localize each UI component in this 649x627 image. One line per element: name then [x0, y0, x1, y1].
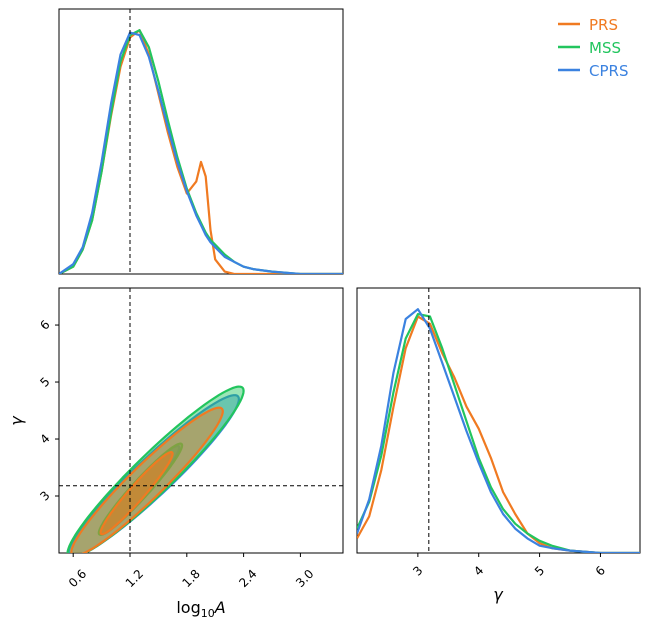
tick-label-logA-1: 1.2: [123, 567, 146, 590]
legend-label-mss: MSS: [589, 39, 621, 57]
tick-label-gamma-y-0: 3: [37, 488, 52, 503]
marginal-gamma-curves: [357, 308, 640, 553]
joint-contours: [66, 385, 245, 553]
contour-prs-outer: [70, 406, 224, 553]
marginal-gamma-curve-mss: [357, 313, 640, 553]
tick-label-gamma-x-2: 5: [532, 563, 547, 578]
ticks: 0.6 1.2 1.8 2.4 3.0 3 4 5 6 3 4 5 6: [37, 317, 608, 590]
marginal-logA-curve-prs: [59, 29, 343, 274]
tick-label-gamma-x-3: 6: [593, 563, 608, 578]
panel-marginal-logA: [58, 8, 344, 275]
tick-label-logA-4: 3.0: [293, 567, 316, 590]
marginal-gamma-curve-cprs: [357, 308, 640, 553]
tick-label-logA-2: 1.8: [180, 567, 203, 590]
panel-joint: [58, 287, 344, 554]
marginal-logA-curves: [59, 29, 343, 274]
x-axis-label-gamma: γ: [493, 585, 504, 604]
marginal-gamma-curve-prs: [357, 315, 640, 553]
legend: PRS MSS CPRS: [558, 16, 628, 80]
tick-label-gamma-y-3: 6: [37, 317, 52, 332]
contour-prs-inner: [99, 451, 174, 536]
panel-marginal-gamma: [356, 287, 641, 554]
tick-label-gamma-y-1: 4: [37, 431, 52, 446]
y-axis-label-gamma: γ: [7, 415, 26, 426]
truth-lines: [59, 9, 430, 553]
legend-label-prs: PRS: [589, 16, 618, 34]
x-axis-label-logA: log10A: [176, 598, 225, 620]
tick-label-logA-0: 0.6: [66, 567, 89, 590]
tick-label-gamma-x-1: 4: [471, 563, 486, 578]
joint-series-prs: [70, 406, 224, 553]
tick-label-logA-3: 2.4: [236, 567, 259, 590]
tick-label-gamma-x-0: 3: [410, 563, 425, 578]
marginal-logA-curve-mss: [59, 29, 343, 274]
legend-label-cprs: CPRS: [589, 62, 628, 80]
marginal-logA-curve-cprs: [59, 31, 343, 274]
tick-label-gamma-y-2: 5: [37, 374, 52, 389]
